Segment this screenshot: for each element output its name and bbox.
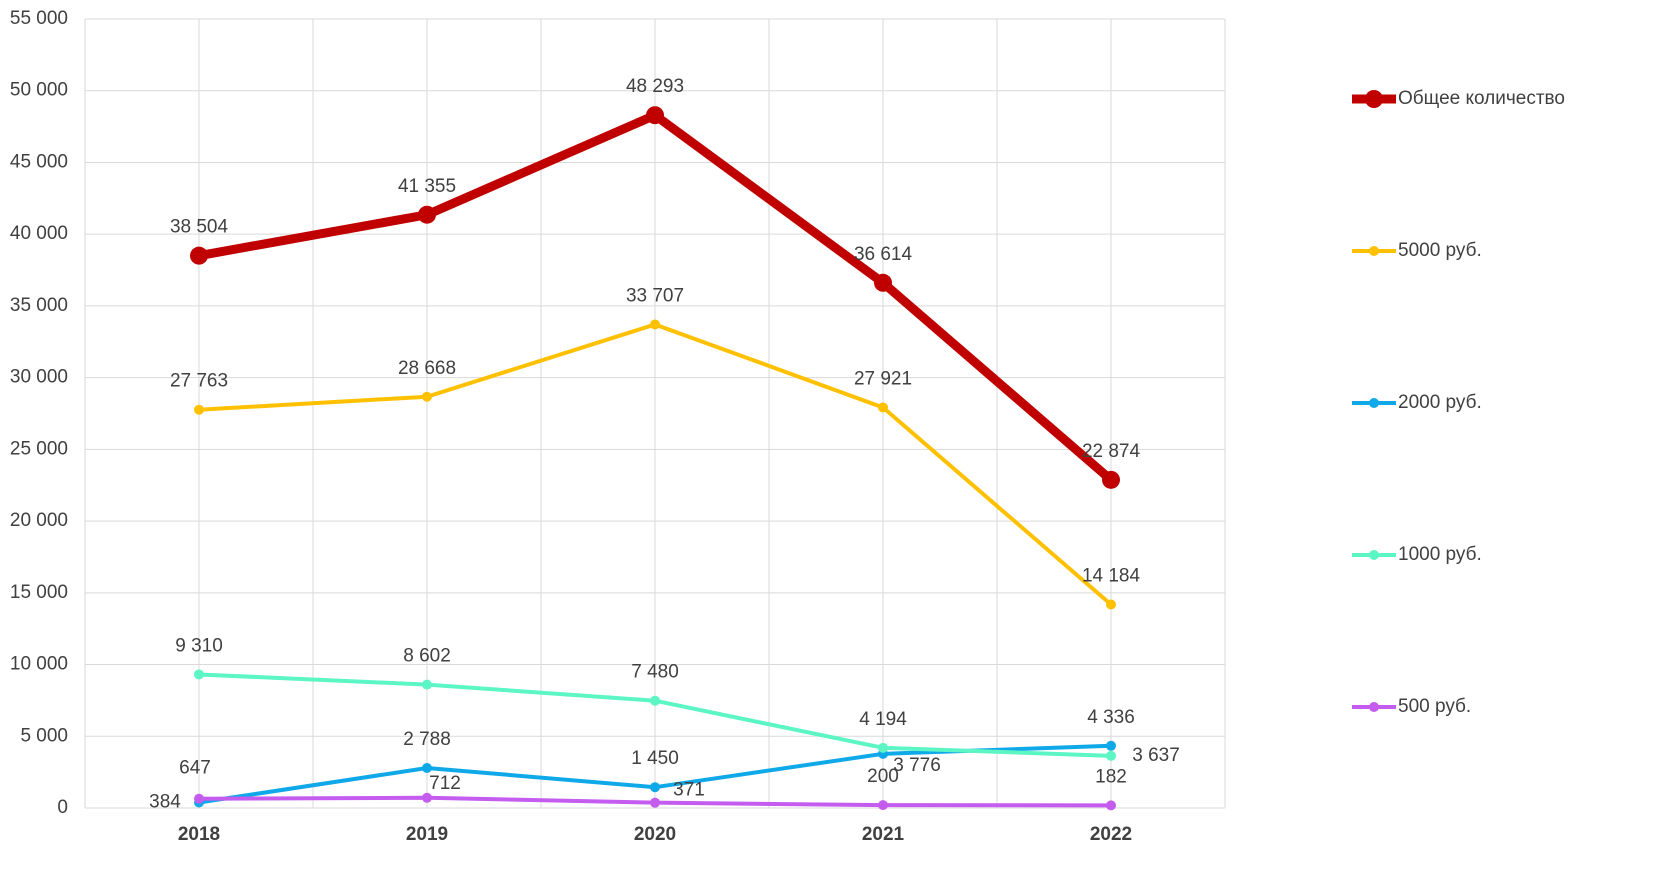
y-tick-label: 55 000 (10, 8, 68, 29)
point (650, 797, 660, 808)
data-label: 371 (673, 780, 705, 801)
data-label: 27 763 (170, 371, 228, 392)
point (874, 273, 892, 292)
point (422, 391, 432, 402)
data-label: 38 504 (170, 217, 229, 238)
point (878, 742, 888, 753)
data-label: 3 637 (1132, 745, 1180, 766)
data-label: 27 921 (854, 368, 912, 389)
data-label: 4 194 (859, 709, 907, 730)
legend-label: 500 руб. (1398, 696, 1471, 717)
y-tick-label: 35 000 (10, 295, 68, 316)
y-tick-label: 0 (57, 797, 68, 818)
legend-marker (1369, 398, 1379, 408)
data-label: 647 (179, 758, 211, 779)
y-tick-label: 15 000 (10, 582, 68, 603)
point (1106, 800, 1116, 811)
data-label: 14 184 (1082, 566, 1141, 587)
legend-label: 2000 руб. (1398, 392, 1482, 413)
data-label: 36 614 (854, 244, 913, 265)
x-tick-label: 2020 (634, 824, 676, 845)
data-label: 712 (429, 773, 461, 794)
y-tick-label: 5 000 (20, 725, 68, 746)
point (1106, 599, 1116, 610)
y-tick-label: 10 000 (10, 654, 68, 675)
point (1106, 750, 1116, 761)
data-label: 4 336 (1087, 707, 1135, 728)
data-label: 8 602 (403, 646, 451, 667)
data-label: 1 450 (631, 748, 679, 769)
point (650, 319, 660, 330)
data-label: 48 293 (626, 76, 684, 97)
point (1106, 740, 1116, 751)
legend-label: 1000 руб. (1398, 544, 1482, 565)
y-tick-label: 50 000 (10, 80, 68, 101)
data-label: 7 480 (631, 662, 679, 683)
point (194, 404, 204, 415)
x-tick-label: 2018 (178, 824, 220, 845)
data-label: 28 668 (398, 358, 456, 379)
data-label: 41 355 (398, 176, 456, 197)
point (190, 246, 208, 265)
data-label: 384 (149, 792, 181, 813)
point (422, 792, 432, 803)
point (878, 402, 888, 413)
y-tick-label: 45 000 (10, 151, 68, 172)
x-tick-label: 2021 (862, 824, 905, 845)
point (650, 782, 660, 793)
point (650, 695, 660, 706)
data-label: 22 874 (1082, 441, 1141, 462)
point (1102, 470, 1120, 489)
point (878, 800, 888, 811)
x-tick-label: 2019 (406, 824, 448, 845)
legend-marker (1369, 246, 1379, 256)
y-tick-label: 40 000 (10, 223, 68, 244)
point (194, 793, 204, 804)
data-label: 3 776 (893, 755, 941, 776)
x-tick-label: 2022 (1090, 824, 1132, 845)
point (194, 669, 204, 680)
point (422, 679, 432, 690)
point (422, 763, 432, 774)
point (418, 205, 436, 224)
data-label: 200 (867, 766, 899, 787)
data-label: 2 788 (403, 729, 451, 750)
point (646, 106, 664, 125)
legend-label: Общее количество (1398, 88, 1565, 109)
legend-marker (1369, 550, 1379, 560)
y-tick-label: 25 000 (10, 438, 68, 459)
legend-marker (1369, 702, 1379, 712)
data-label: 9 310 (175, 635, 223, 656)
y-tick-label: 30 000 (10, 367, 68, 388)
legend-marker (1365, 90, 1383, 108)
data-label: 182 (1095, 766, 1127, 787)
data-label: 33 707 (626, 285, 684, 306)
y-tick-label: 20 000 (10, 510, 68, 531)
legend-label: 5000 руб. (1398, 240, 1482, 261)
